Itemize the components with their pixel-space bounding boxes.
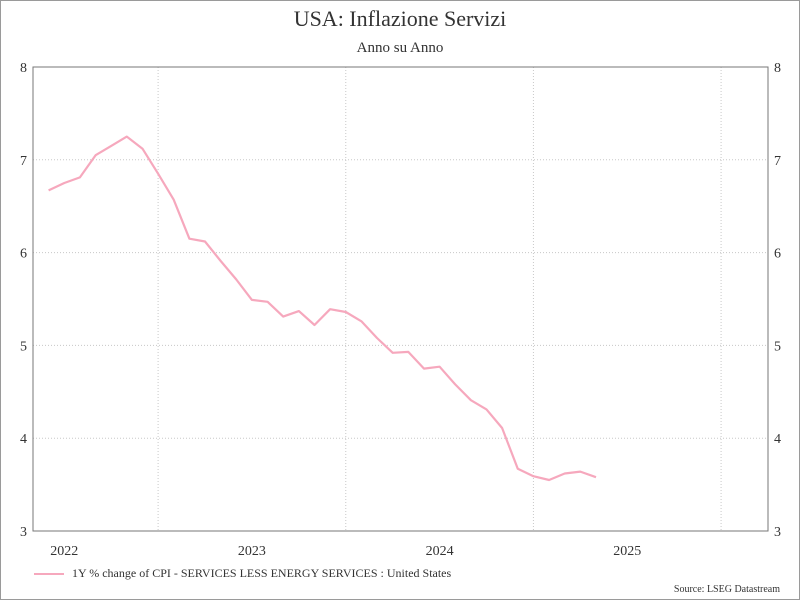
legend-label: 1Y % change of CPI - SERVICES LESS ENERG… [72, 566, 451, 581]
line-chart: 3 3 4 4 5 5 6 6 7 7 8 8 2022 2023 2024 2025 [0, 0, 800, 600]
x-tick-label: 2024 [426, 544, 454, 559]
y-tick-label-right: 7 [774, 154, 781, 169]
y-tick-label-left: 7 [20, 154, 27, 169]
y-tick-label-left: 4 [20, 432, 27, 447]
x-tick-label: 2022 [50, 544, 78, 559]
legend: 1Y % change of CPI - SERVICES LESS ENERG… [34, 566, 451, 581]
legend-swatch [34, 573, 64, 575]
source-note: Source: LSEG Datastream [674, 584, 780, 595]
y-tick-label-right: 3 [774, 525, 781, 540]
y-tick-label-right: 4 [774, 432, 781, 447]
y-tick-label-left: 6 [20, 247, 27, 262]
y-tick-label-left: 8 [20, 61, 27, 76]
x-tick-label: 2025 [613, 544, 641, 559]
plot-area-border [33, 67, 768, 531]
series-line [49, 137, 596, 480]
y-tick-label-left: 3 [20, 525, 27, 540]
y-tick-label-right: 8 [774, 61, 781, 76]
y-tick-label-right: 5 [774, 339, 781, 354]
y-tick-label-left: 5 [20, 339, 27, 354]
x-tick-label: 2023 [238, 544, 266, 559]
y-tick-label-right: 6 [774, 247, 781, 262]
